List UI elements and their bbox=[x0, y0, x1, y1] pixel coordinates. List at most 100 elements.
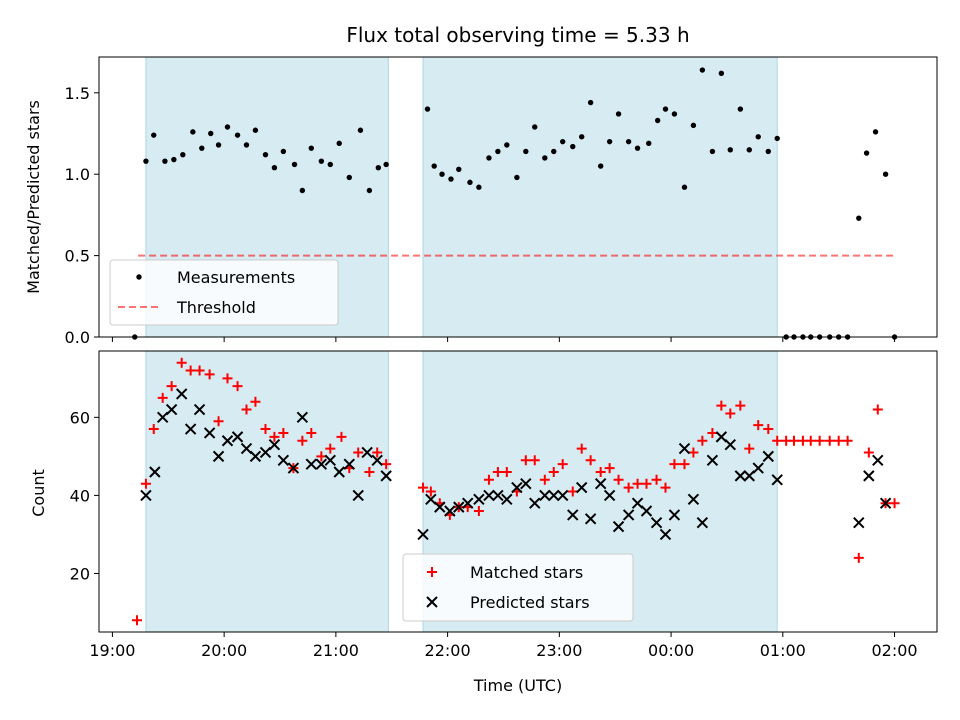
measurement-point bbox=[882, 171, 889, 177]
matched-star-point bbox=[140, 478, 151, 489]
matched-star-point bbox=[833, 435, 844, 446]
measurement-point bbox=[765, 148, 771, 155]
measurement-point bbox=[654, 117, 661, 124]
x-tick-label: 21:00 bbox=[313, 641, 359, 660]
predicted-star-point bbox=[771, 474, 783, 486]
legend-measurements-label: Measurements bbox=[177, 268, 295, 287]
measurement-point bbox=[162, 158, 168, 164]
predicted-star-point bbox=[752, 462, 764, 474]
matched-star-point bbox=[853, 552, 864, 563]
matched-star-point bbox=[372, 447, 383, 458]
predicted-star-point bbox=[305, 458, 318, 470]
y-tick-label: 1.5 bbox=[65, 84, 90, 103]
measurement-point bbox=[456, 166, 462, 173]
axes-frame bbox=[98, 350, 938, 633]
predicted-star-point bbox=[567, 509, 579, 521]
measurement-point bbox=[709, 148, 716, 155]
y-tick-label: 40 bbox=[70, 486, 90, 505]
predicted-star-point bbox=[473, 493, 485, 506]
measurement-point bbox=[578, 134, 585, 140]
predicted-star-point bbox=[715, 431, 728, 443]
measurement-point bbox=[383, 161, 389, 168]
y-tick-label: 60 bbox=[70, 408, 90, 427]
predicted-star-point bbox=[872, 454, 884, 466]
measurement-point bbox=[551, 148, 557, 155]
matched-star-point bbox=[336, 431, 347, 442]
matched-star-point bbox=[418, 482, 429, 493]
measurement-point bbox=[699, 67, 706, 73]
predicted-star-point bbox=[622, 509, 635, 521]
predicted-star-point bbox=[184, 423, 197, 435]
measurement-point bbox=[234, 132, 241, 138]
measurement-point bbox=[467, 179, 473, 186]
predicted-star-point bbox=[853, 517, 865, 529]
measurement-point bbox=[252, 127, 259, 133]
measurement-point bbox=[625, 138, 632, 145]
matched-star-point bbox=[250, 396, 261, 407]
predicted-star-point bbox=[584, 513, 597, 525]
x-axis-label: Time (UTC) bbox=[473, 676, 562, 695]
predicted-star-point bbox=[343, 458, 355, 470]
predicted-star-point bbox=[640, 505, 653, 517]
predicted-star-point bbox=[603, 489, 616, 502]
matched-star-point bbox=[735, 400, 746, 411]
matched-star-point bbox=[548, 466, 559, 477]
x-tick-label: 19:00 bbox=[89, 641, 135, 660]
matched-star-point bbox=[269, 431, 280, 442]
matched-star-point bbox=[772, 435, 783, 446]
predicted-star-point bbox=[724, 438, 737, 451]
measurement-point bbox=[143, 158, 149, 164]
measurement-point bbox=[180, 151, 186, 158]
predicted-star-point bbox=[762, 450, 774, 463]
matched-star-point bbox=[716, 400, 727, 411]
measurement-point bbox=[542, 155, 548, 161]
legend-predicted-marker bbox=[426, 596, 438, 608]
matched-star-point bbox=[232, 381, 243, 392]
measurement-point bbox=[737, 106, 744, 112]
matched-star-point bbox=[632, 478, 643, 489]
measurement-point bbox=[476, 184, 482, 190]
measurement-point bbox=[718, 70, 725, 76]
measurement-point bbox=[587, 99, 594, 106]
matched-star-point bbox=[788, 435, 799, 446]
predicted-star-point bbox=[650, 517, 663, 529]
measurement-point bbox=[224, 124, 231, 130]
measurement-point bbox=[486, 155, 492, 161]
measurement-point bbox=[243, 142, 250, 148]
matched-star-point bbox=[651, 474, 662, 485]
measurement-point bbox=[615, 111, 622, 117]
matched-star-point bbox=[679, 459, 690, 470]
matched-star-point bbox=[725, 408, 736, 419]
measurement-point bbox=[271, 164, 278, 171]
matched-star-point bbox=[641, 478, 652, 489]
chart-title: Flux total observing time = 5.33 h bbox=[346, 23, 689, 47]
matched-star-point bbox=[213, 416, 224, 427]
predicted-star-point bbox=[696, 517, 709, 529]
legend-box bbox=[402, 553, 634, 622]
predicted-star-point bbox=[743, 470, 755, 482]
matched-star-point bbox=[529, 455, 540, 466]
matched-star-point bbox=[176, 357, 187, 368]
predicted-star-point bbox=[203, 427, 216, 439]
measurement-point bbox=[171, 156, 177, 163]
measurement-point bbox=[215, 142, 222, 148]
predicted-star-point bbox=[501, 493, 513, 506]
x-tick-label: 20:00 bbox=[201, 641, 247, 660]
measurement-point bbox=[208, 130, 214, 137]
measurement-point bbox=[662, 106, 669, 112]
matched-star-point bbox=[473, 506, 484, 517]
matched-star-point bbox=[863, 447, 874, 458]
matched-star-point bbox=[595, 466, 606, 477]
measurement-point bbox=[308, 145, 314, 151]
predicted-star-point bbox=[417, 528, 429, 541]
measurement-point bbox=[280, 148, 287, 155]
measurement-point bbox=[690, 122, 697, 129]
matched-star-point bbox=[557, 459, 568, 470]
measurement-point bbox=[448, 176, 454, 182]
predicted-star-point bbox=[548, 489, 560, 502]
legend-measurement-marker bbox=[136, 274, 142, 280]
predicted-star-point bbox=[140, 489, 152, 502]
legend-predicted-label: Predicted stars bbox=[470, 593, 590, 612]
predicted-star-point bbox=[612, 520, 625, 533]
matched-star-point bbox=[185, 365, 196, 376]
